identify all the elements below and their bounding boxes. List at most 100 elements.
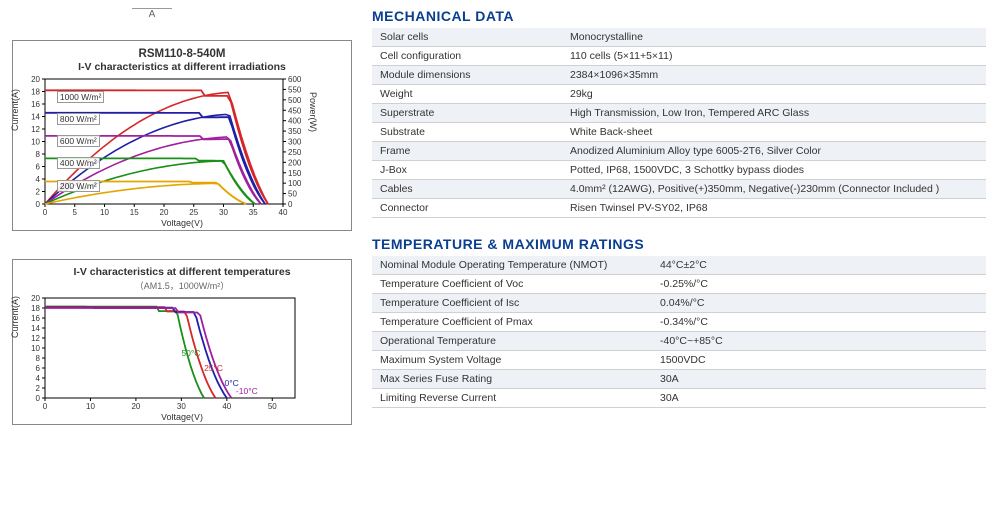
spec-value: High Transmission, Low Iron, Tempered AR… <box>562 104 986 123</box>
chart-iv-ylabel-left: Current(A) <box>10 89 20 131</box>
spec-key: Temperature Coefficient of Isc <box>372 294 652 313</box>
spec-value: Monocrystalline <box>562 28 986 47</box>
svg-text:2: 2 <box>36 384 41 393</box>
table-row: Nominal Module Operating Temperature (NM… <box>372 256 986 275</box>
table-row: Temperature Coefficient of Pmax-0.34%/°C <box>372 313 986 332</box>
spec-value: 1500VDC <box>652 351 986 370</box>
table-row: ConnectorRisen Twinsel PV-SY02, IP68 <box>372 199 986 218</box>
svg-text:250: 250 <box>288 147 302 156</box>
svg-text:5: 5 <box>73 208 78 217</box>
spec-key: J-Box <box>372 161 562 180</box>
svg-text:0: 0 <box>36 394 41 403</box>
svg-text:10: 10 <box>31 344 40 353</box>
table-row: Limiting Reverse Current30A <box>372 389 986 408</box>
table-row: Module dimensions2384×1096×35mm <box>372 66 986 85</box>
svg-text:16: 16 <box>31 314 40 323</box>
spec-key: Solar cells <box>372 28 562 47</box>
spec-value: 110 cells (5×11+5×11) <box>562 47 986 66</box>
spec-value: 0.04%/°C <box>652 294 986 313</box>
svg-text:300: 300 <box>288 137 302 146</box>
spec-value: 4.0mm² (12AWG), Positive(+)350mm, Negati… <box>562 180 986 199</box>
spec-value: 44°C±2°C <box>652 256 986 275</box>
spec-value: -0.25%/°C <box>652 275 986 294</box>
spec-value: Potted, IP68, 1500VDC, 3 Schottky bypass… <box>562 161 986 180</box>
svg-text:10: 10 <box>100 208 109 217</box>
spec-value: Anodized Aluminium Alloy type 6005-2T6, … <box>562 142 986 161</box>
irradiance-label: 800 W/m² <box>57 113 100 125</box>
svg-text:40: 40 <box>279 208 288 217</box>
spec-key: Cell configuration <box>372 47 562 66</box>
svg-text:100: 100 <box>288 179 302 188</box>
svg-text:18: 18 <box>31 304 40 313</box>
table-row: Weight29kg <box>372 85 986 104</box>
temperature-ratings-title: TEMPERATURE & MAXIMUM RATINGS <box>372 236 986 252</box>
spec-value: Risen Twinsel PV-SY02, IP68 <box>562 199 986 218</box>
spec-key: Cables <box>372 180 562 199</box>
table-row: Maximum System Voltage1500VDC <box>372 351 986 370</box>
chart-iv-irradiance: RSM110-8-540M I-V characteristics at dif… <box>12 40 352 231</box>
svg-text:30: 30 <box>177 402 186 411</box>
svg-text:0: 0 <box>288 200 293 209</box>
svg-text:16: 16 <box>31 100 40 109</box>
svg-text:12: 12 <box>31 125 40 134</box>
irradiance-label: 200 W/m² <box>57 180 100 192</box>
svg-text:10: 10 <box>31 137 40 146</box>
spec-value: 2384×1096×35mm <box>562 66 986 85</box>
svg-text:35: 35 <box>249 208 258 217</box>
mechanical-table: Solar cellsMonocrystallineCell configura… <box>372 28 986 218</box>
table-row: Cell configuration110 cells (5×11+5×11) <box>372 47 986 66</box>
svg-text:20: 20 <box>160 208 169 217</box>
spec-key: Frame <box>372 142 562 161</box>
svg-text:14: 14 <box>31 112 40 121</box>
svg-text:6: 6 <box>36 364 41 373</box>
spec-value: 30A <box>652 389 986 408</box>
irradiance-label: 400 W/m² <box>57 157 100 169</box>
table-row: Max Series Fuse Rating30A <box>372 370 986 389</box>
svg-text:0: 0 <box>43 402 48 411</box>
svg-text:150: 150 <box>288 168 302 177</box>
chart-iv-temperature: I-V characteristics at different tempera… <box>12 259 352 425</box>
spec-key: Module dimensions <box>372 66 562 85</box>
spec-key: Temperature Coefficient of Pmax <box>372 313 652 332</box>
temperature-label: 25°C <box>204 363 223 373</box>
svg-text:12: 12 <box>31 334 40 343</box>
chart-iv-title-2: I-V characteristics at different irradia… <box>19 61 345 74</box>
spec-key: Operational Temperature <box>372 332 652 351</box>
svg-text:10: 10 <box>86 402 95 411</box>
svg-text:4: 4 <box>36 374 41 383</box>
spec-key: Weight <box>372 85 562 104</box>
table-row: Cables4.0mm² (12AWG), Positive(+)350mm, … <box>372 180 986 199</box>
svg-text:20: 20 <box>31 75 40 84</box>
table-row: Temperature Coefficient of Voc-0.25%/°C <box>372 275 986 294</box>
svg-text:14: 14 <box>31 324 40 333</box>
irradiance-label: 1000 W/m² <box>57 91 105 103</box>
chart-temp-subnote: （AM1.5，1000W/m²） <box>19 279 345 292</box>
chart-iv-title-1: RSM110-8-540M <box>19 47 345 61</box>
svg-text:30: 30 <box>219 208 228 217</box>
spec-key: Maximum System Voltage <box>372 351 652 370</box>
svg-text:500: 500 <box>288 95 302 104</box>
spec-key: Substrate <box>372 123 562 142</box>
spec-value: 29kg <box>562 85 986 104</box>
svg-text:50: 50 <box>268 402 277 411</box>
spec-key: Connector <box>372 199 562 218</box>
svg-text:0: 0 <box>43 208 48 217</box>
svg-text:50: 50 <box>288 189 297 198</box>
svg-text:8: 8 <box>36 354 41 363</box>
dim-letter-a: A <box>132 8 172 20</box>
table-row: J-BoxPotted, IP68, 1500VDC, 3 Schottky b… <box>372 161 986 180</box>
svg-text:200: 200 <box>288 158 302 167</box>
svg-text:4: 4 <box>36 175 41 184</box>
spec-value: -0.34%/°C <box>652 313 986 332</box>
svg-text:20: 20 <box>131 402 140 411</box>
svg-text:20: 20 <box>31 294 40 303</box>
svg-text:40: 40 <box>222 402 231 411</box>
spec-key: Limiting Reverse Current <box>372 389 652 408</box>
spec-key: Nominal Module Operating Temperature (NM… <box>372 256 652 275</box>
spec-key: Max Series Fuse Rating <box>372 370 652 389</box>
svg-text:400: 400 <box>288 116 302 125</box>
irradiance-label: 600 W/m² <box>57 135 100 147</box>
svg-text:0: 0 <box>36 200 41 209</box>
table-row: FrameAnodized Aluminium Alloy type 6005-… <box>372 142 986 161</box>
table-row: Temperature Coefficient of Isc0.04%/°C <box>372 294 986 313</box>
